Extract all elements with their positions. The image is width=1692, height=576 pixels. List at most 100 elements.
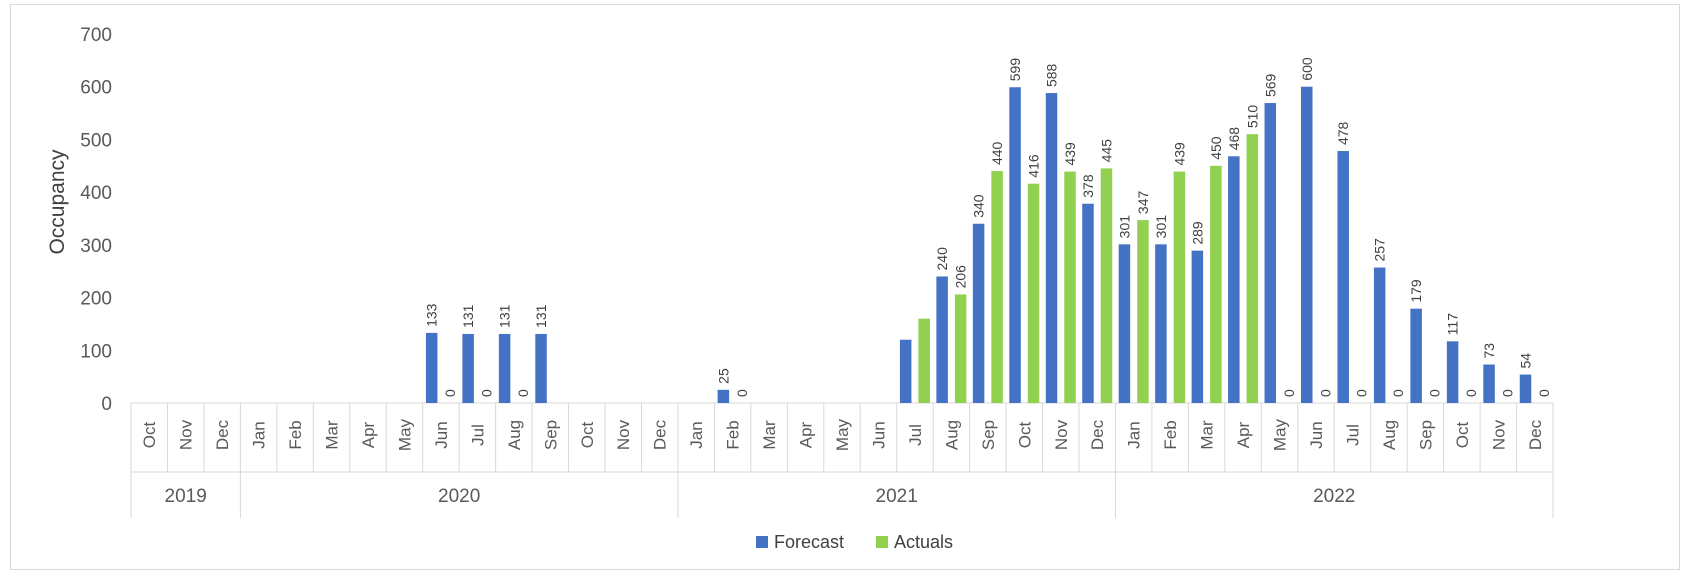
bar-forecast [1373, 267, 1386, 403]
data-label-forecast: 340 [971, 194, 987, 218]
bar-forecast [1446, 341, 1459, 403]
bar-forecast [1301, 86, 1313, 403]
bar-forecast [972, 223, 985, 403]
bar-forecast [498, 333, 511, 403]
plot-area: 0 100 200 300 400 500 600 700 2019 2020 2021 2022 Oc… [80, 25, 1554, 518]
data-label-forecast: 73 [1481, 343, 1497, 359]
x-tick-label: Nov [1052, 419, 1071, 450]
data-label-actuals: 0 [1500, 389, 1516, 397]
x-tick-label: May [833, 418, 852, 451]
x-tick-label: Apr [797, 421, 816, 448]
x-tick-label: Sep [979, 420, 998, 450]
data-label-forecast: 131 [497, 304, 513, 328]
x-tick-label: Sep [541, 420, 560, 450]
x-tick-label: Oct [140, 422, 159, 449]
bar-actuals [1064, 171, 1076, 403]
x-tick-label: Jun [1307, 421, 1326, 448]
data-label-forecast: 25 [715, 368, 731, 384]
legend: Forecast Actuals [756, 532, 953, 552]
x-tick-label: May [395, 418, 414, 451]
data-label-forecast: 289 [1189, 221, 1205, 245]
x-tick-label: Jan [1125, 421, 1144, 448]
x-tick-label: Mar [1198, 420, 1217, 450]
x-tick-label: Feb [286, 420, 305, 449]
x-tick-label: Feb [1161, 420, 1180, 449]
x-tick-label: Oct [1015, 422, 1034, 449]
x-tick-label: Jul [906, 424, 925, 446]
data-label-forecast: 478 [1335, 121, 1351, 145]
bar-forecast [1045, 93, 1058, 403]
bar-forecast [1118, 244, 1131, 403]
y-tick-label: 200 [80, 289, 112, 310]
data-label-forecast: 117 [1445, 313, 1461, 336]
data-label-actuals: 0 [515, 389, 531, 397]
data-label-forecast: 133 [424, 303, 440, 327]
data-label-actuals: 0 [1390, 389, 1406, 397]
x-tick-label: Dec [213, 419, 232, 450]
data-label-actuals: 0 [1354, 389, 1370, 397]
x-tick-label: Aug [505, 420, 524, 450]
x-tick-label: Nov [1489, 419, 1508, 450]
legend-label-forecast: Forecast [774, 532, 844, 552]
bar-forecast [1009, 87, 1021, 404]
data-label-actuals: 0 [1427, 389, 1443, 397]
data-label-actuals: 440 [989, 141, 1005, 165]
data-label-actuals: 416 [1026, 154, 1042, 178]
x-tick-label: Feb [724, 420, 743, 449]
data-label-forecast: 600 [1299, 57, 1315, 81]
bar-forecast [425, 332, 438, 403]
y-axis-title: Occupancy [46, 149, 69, 255]
bar-actuals [1137, 220, 1149, 403]
legend-swatch-forecast [756, 536, 768, 548]
data-label-forecast: 257 [1372, 238, 1388, 262]
year-label: 2020 [438, 486, 480, 507]
x-tick-label: Apr [359, 421, 378, 448]
data-label-forecast: 468 [1226, 127, 1242, 151]
year-label: 2022 [1313, 486, 1355, 507]
bar-forecast [936, 276, 948, 403]
data-label-forecast: 301 [1153, 215, 1169, 239]
y-tick-label: 600 [80, 78, 112, 99]
x-tick-label: Nov [177, 419, 196, 450]
data-label-forecast: 378 [1080, 174, 1096, 198]
data-label-forecast: 131 [460, 304, 476, 328]
bar-forecast [899, 339, 912, 403]
bar-forecast [1082, 203, 1094, 403]
x-tick-label: Dec [1526, 419, 1545, 450]
data-label-actuals: 0 [1536, 389, 1552, 397]
data-label-actuals: 439 [1062, 142, 1078, 166]
data-label-actuals: 0 [479, 389, 495, 397]
y-tick-label: 700 [80, 25, 112, 46]
bar-forecast [1155, 244, 1167, 403]
bar-forecast [1228, 156, 1240, 403]
data-label-forecast: 599 [1007, 58, 1023, 82]
y-tick-label: 0 [101, 394, 112, 415]
data-label-actuals: 445 [1098, 139, 1114, 163]
x-tick-label: Nov [614, 419, 633, 450]
bar-actuals [1100, 168, 1113, 403]
bar-forecast [1191, 250, 1204, 403]
bar-actuals [1210, 165, 1222, 403]
x-tick-label: Mar [760, 420, 779, 450]
x-tick-label: Jan [250, 421, 269, 448]
legend-swatch-actuals [876, 536, 888, 548]
data-label-actuals: 0 [442, 389, 458, 397]
bar-forecast [535, 333, 547, 403]
x-tick-label: Jun [869, 421, 888, 448]
bar-forecast [1519, 374, 1532, 403]
data-label-actuals: 0 [1317, 389, 1333, 397]
x-tick-label: Aug [942, 420, 961, 450]
year-label: 2021 [876, 486, 918, 507]
data-label-forecast: 179 [1408, 279, 1424, 303]
y-tick-label: 300 [80, 236, 112, 257]
data-label-forecast: 131 [533, 304, 549, 328]
bar-actuals [954, 294, 967, 403]
data-label-forecast: 588 [1044, 63, 1060, 87]
x-tick-label: Jun [432, 421, 451, 448]
x-tick-label: Jan [687, 421, 706, 448]
data-label-actuals: 0 [734, 389, 750, 397]
data-label-actuals: 450 [1208, 136, 1224, 160]
x-tick-label: Dec [651, 419, 670, 450]
year-label: 2019 [165, 486, 207, 507]
bar-forecast [1483, 364, 1495, 403]
